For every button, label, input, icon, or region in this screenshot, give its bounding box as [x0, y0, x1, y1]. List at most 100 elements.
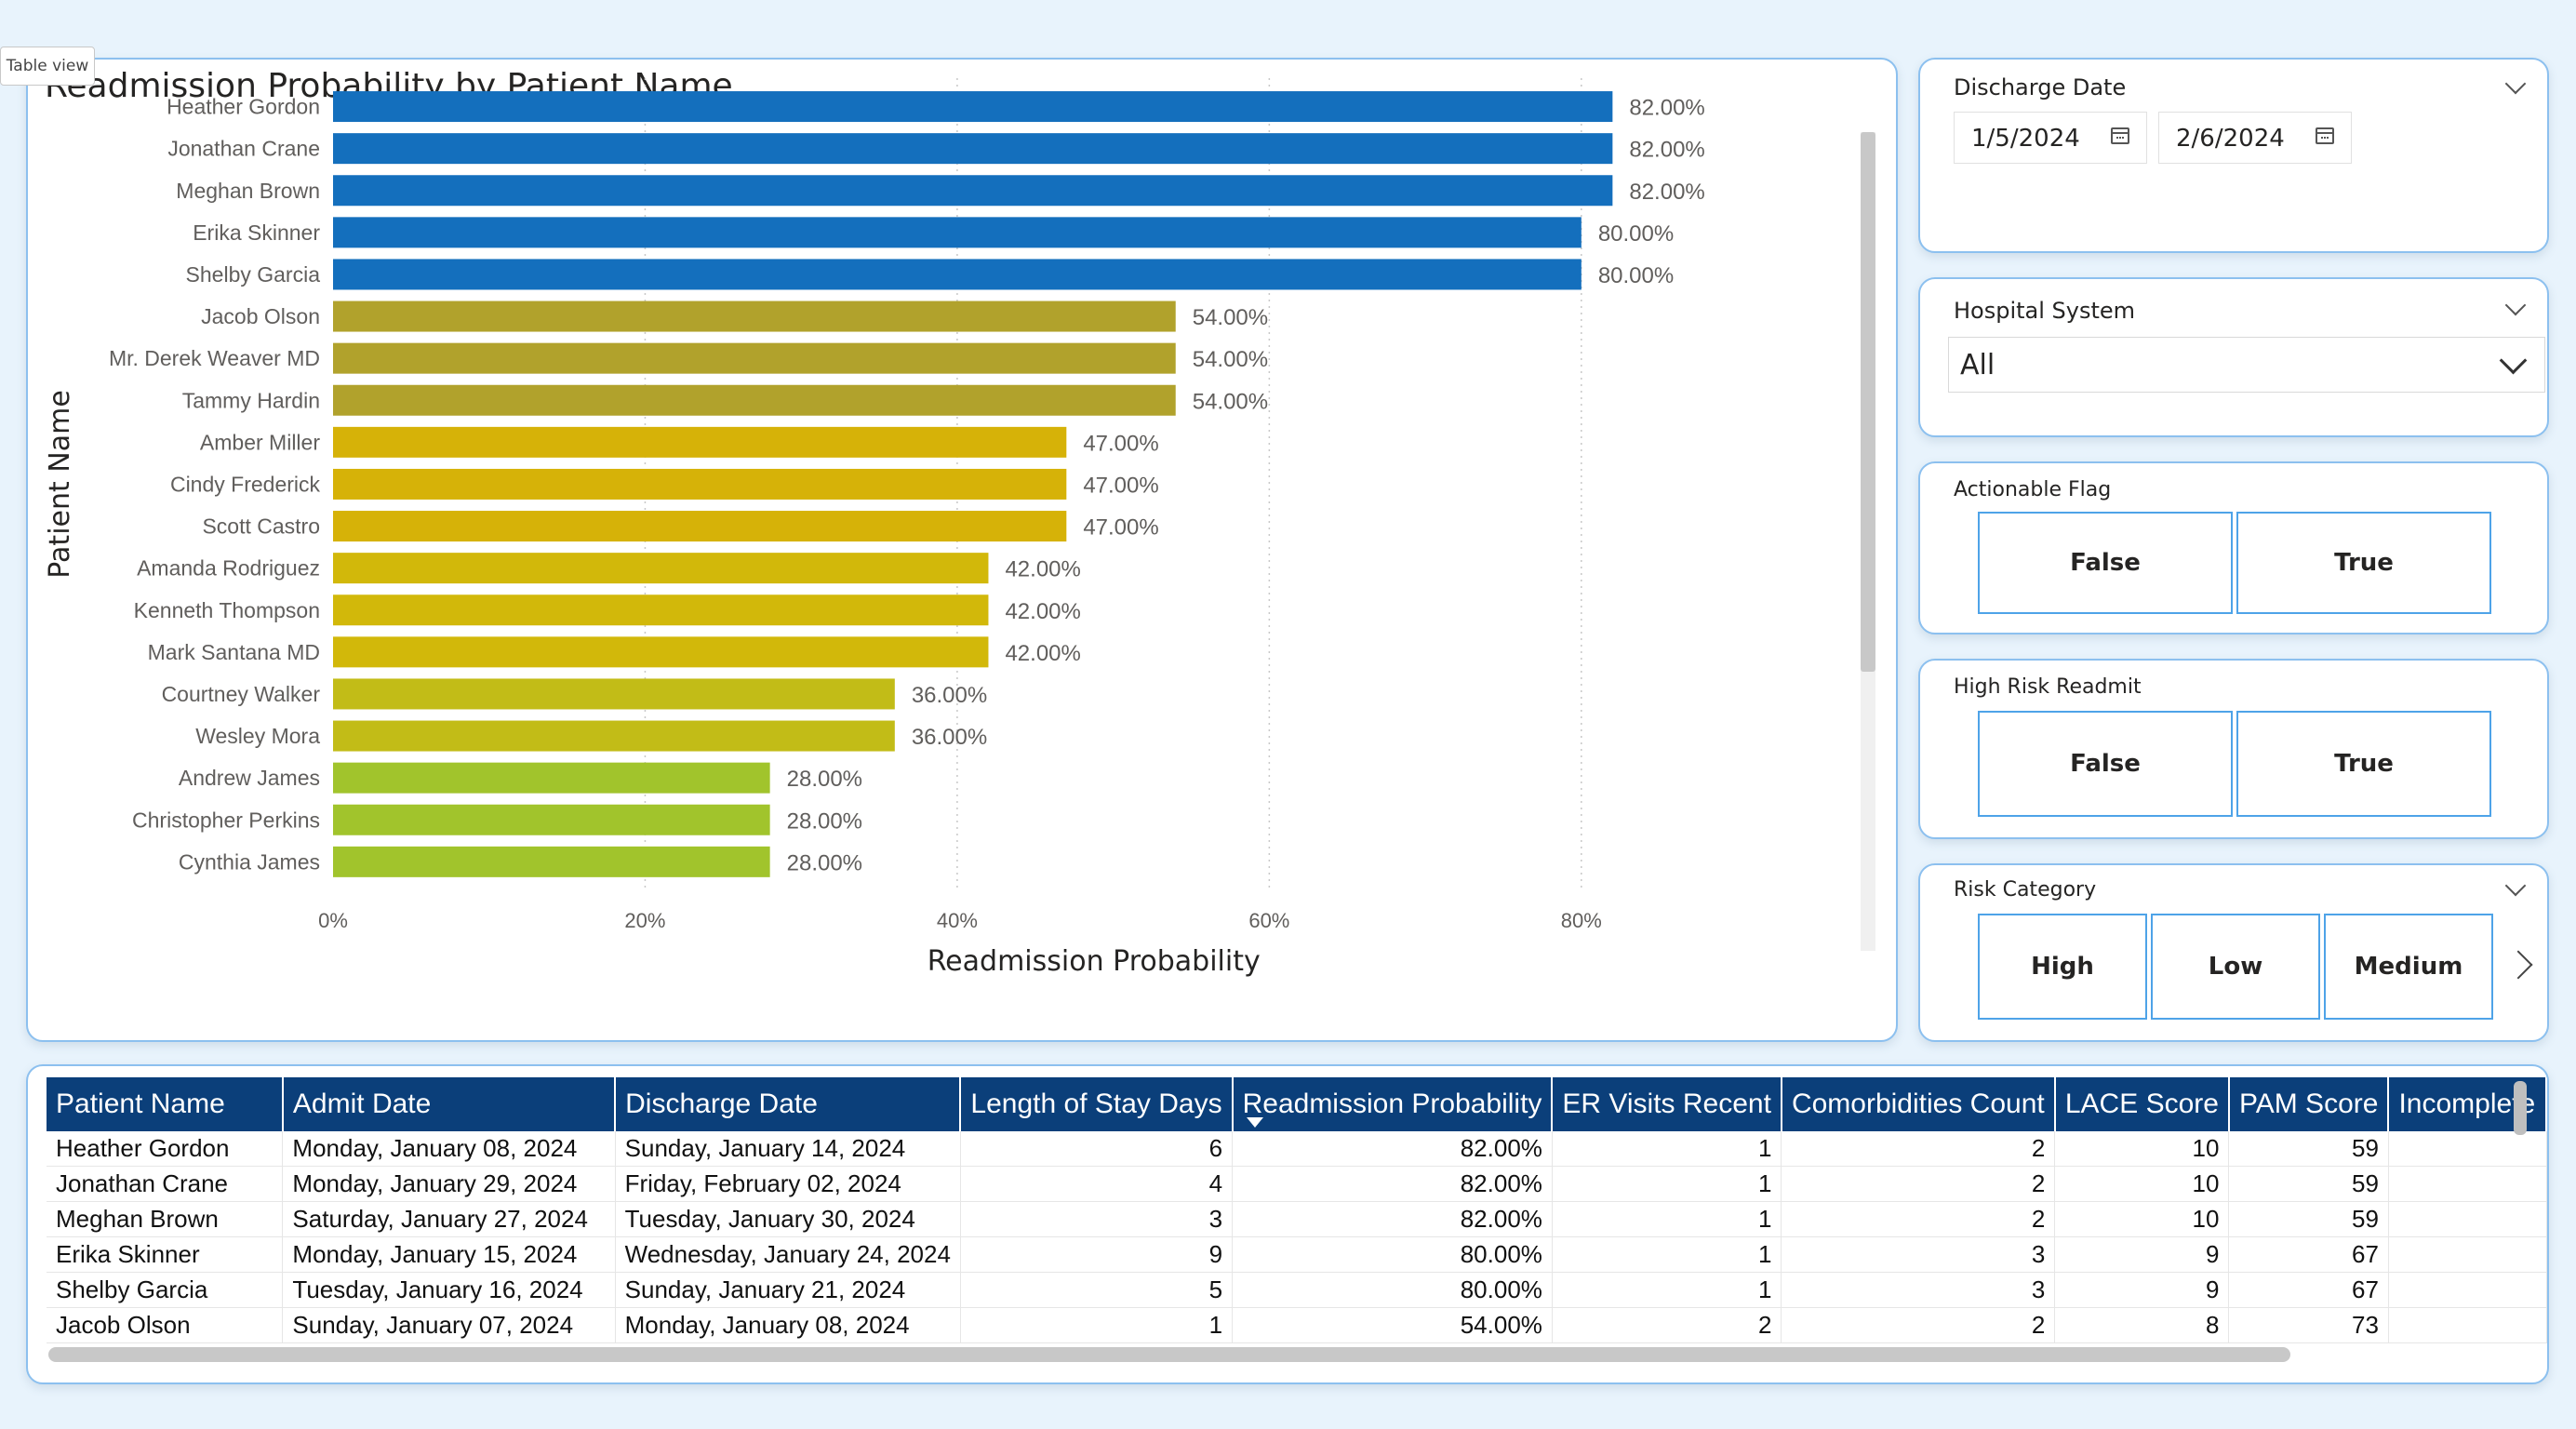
table-row[interactable]: Jonathan Crane Monday, January 29, 2024 Fr… — [47, 1166, 2547, 1202]
table-cell: 1 — [1552, 1201, 1782, 1237]
table-cell: 10 — [2054, 1201, 2230, 1237]
end-date-input[interactable]: 2/6/2024 — [2158, 112, 2352, 164]
bar — [333, 300, 1176, 332]
table-cell: Tuesday, January 16, 2024 — [282, 1272, 616, 1308]
table-row[interactable]: Shelby Garcia Tuesday, January 16, 2024 Su… — [47, 1272, 2547, 1308]
bar — [333, 511, 1067, 542]
table-cell: 67 — [2228, 1236, 2389, 1273]
category-label: Courtney Walker — [162, 682, 321, 706]
table-cell: 9 — [2054, 1236, 2230, 1273]
table-cell: 1 — [1552, 1131, 1782, 1167]
table-cell: 6 — [960, 1131, 1234, 1167]
table-cell: 1 — [1552, 1272, 1782, 1308]
table-cell: 2 — [1781, 1201, 2056, 1237]
discharge-date-slicer: Discharge Date 1/5/2024 2/6/2024 — [1918, 58, 2549, 253]
table-row[interactable]: Jacob Olson Sunday, January 07, 2024 Monda… — [47, 1307, 2547, 1343]
category-label: Wesley Mora — [195, 724, 320, 748]
category-label: Scott Castro — [202, 514, 320, 539]
tile-medium[interactable]: Medium — [2324, 914, 2493, 1020]
value-label: 42.00% — [1005, 557, 1080, 582]
tile-false[interactable]: False — [1978, 512, 2233, 614]
tile-high[interactable]: High — [1978, 914, 2147, 1020]
chevron-down-icon — [2499, 346, 2528, 375]
hospital-system-dropdown[interactable]: All — [1948, 337, 2545, 393]
col-header-admit-date[interactable]: Admit Date — [282, 1077, 617, 1131]
category-label: Christopher Perkins — [132, 808, 320, 832]
table-cell — [2388, 1201, 2547, 1237]
y-axis-title: Patient Name — [44, 390, 76, 579]
x-tick-label: 0% — [318, 909, 348, 932]
col-header-er-visits[interactable]: ER Visits Recent — [1552, 1077, 1782, 1131]
tile-true[interactable]: True — [2236, 512, 2491, 614]
x-axis-title: Readmission Probability — [928, 945, 1261, 978]
table-cell — [2388, 1166, 2547, 1202]
bar — [333, 678, 895, 710]
calendar-icon[interactable] — [2316, 127, 2334, 144]
table-vertical-scrollbar[interactable] — [2514, 1081, 2527, 1135]
table-cell — [2388, 1131, 2547, 1167]
table-row[interactable]: Heather Gordon Monday, January 08, 2024 Su… — [47, 1131, 2547, 1167]
table-cell: Tuesday, January 30, 2024 — [615, 1201, 961, 1237]
value-label: 42.00% — [1005, 641, 1080, 666]
value-label: 28.00% — [787, 850, 862, 875]
table-cell — [2388, 1307, 2547, 1343]
table-horizontal-scrollbar[interactable] — [48, 1347, 2290, 1362]
value-label: 28.00% — [787, 808, 862, 834]
table-cell: 9 — [2054, 1272, 2230, 1308]
table-view-tab[interactable]: Table view — [0, 47, 95, 86]
table-cell: Shelby Garcia — [47, 1272, 284, 1308]
table-cell: 5 — [960, 1272, 1234, 1308]
value-label: 82.00% — [1629, 96, 1704, 121]
table-cell: Meghan Brown — [47, 1201, 284, 1237]
bar — [333, 133, 1613, 165]
table-row[interactable]: Erika Skinner Monday, January 15, 2024 Wed… — [47, 1236, 2547, 1273]
next-page-arrow-icon[interactable] — [2503, 950, 2533, 980]
tile-low[interactable]: Low — [2151, 914, 2320, 1020]
table-cell: 54.00% — [1232, 1307, 1553, 1343]
bar — [333, 426, 1067, 458]
col-header-readmission-probability[interactable]: Readmission Probability — [1232, 1077, 1554, 1131]
col-header-comorbidities[interactable]: Comorbidities Count — [1781, 1077, 2056, 1131]
col-header-discharge-date[interactable]: Discharge Date — [615, 1077, 962, 1131]
value-label: 36.00% — [912, 683, 987, 708]
calendar-icon[interactable] — [2111, 127, 2129, 144]
x-tick-label: 80% — [1561, 909, 1602, 932]
chevron-down-icon[interactable] — [2504, 73, 2527, 95]
table-cell: 1 — [1552, 1166, 1782, 1202]
table-cell: 80.00% — [1232, 1272, 1553, 1308]
tile-false[interactable]: False — [1978, 711, 2233, 817]
value-label: 47.00% — [1083, 515, 1158, 541]
value-label: 54.00% — [1193, 305, 1268, 330]
table-cell: Jacob Olson — [47, 1307, 284, 1343]
table-cell: 1 — [960, 1307, 1234, 1343]
category-label: Cindy Frederick — [170, 472, 321, 496]
start-date-input[interactable]: 1/5/2024 — [1954, 112, 2147, 164]
chevron-down-icon[interactable] — [2504, 294, 2527, 316]
col-header-patient-name[interactable]: Patient Name — [47, 1077, 284, 1131]
chevron-down-icon[interactable] — [2504, 875, 2527, 897]
tile-true[interactable]: True — [2236, 711, 2491, 817]
slicer-title: High Risk Readmit — [1954, 675, 2142, 699]
category-label: Jacob Olson — [201, 304, 320, 328]
chart-scrollbar[interactable] — [1861, 132, 1875, 672]
table-cell: 2 — [1781, 1307, 2056, 1343]
category-label: Jonathan Crane — [167, 137, 320, 161]
table-cell: Friday, February 02, 2024 — [615, 1166, 961, 1202]
col-header-pam-score[interactable]: PAM Score — [2228, 1077, 2390, 1131]
table-cell: Monday, January 08, 2024 — [282, 1131, 616, 1167]
table-cell: 4 — [960, 1166, 1234, 1202]
table-cell: 59 — [2228, 1131, 2389, 1167]
col-header-length-of-stay[interactable]: Length of Stay Days — [960, 1077, 1234, 1131]
actionable-flag-slicer: Actionable Flag False True — [1918, 461, 2549, 634]
category-label: Mr. Derek Weaver MD — [109, 346, 320, 370]
col-header-lace-score[interactable]: LACE Score — [2054, 1077, 2230, 1131]
chart-card: Readmission Probability by Patient Name … — [26, 58, 1898, 1042]
table-cell: 59 — [2228, 1201, 2389, 1237]
table-row[interactable]: Meghan Brown Saturday, January 27, 2024 Tu… — [47, 1201, 2547, 1237]
category-label: Andrew James — [179, 766, 320, 790]
table-cell: Sunday, January 21, 2024 — [615, 1272, 961, 1308]
bar — [333, 553, 989, 584]
table-cell: Saturday, January 27, 2024 — [282, 1201, 616, 1237]
bar — [333, 636, 989, 668]
category-label: Cynthia James — [179, 849, 320, 874]
